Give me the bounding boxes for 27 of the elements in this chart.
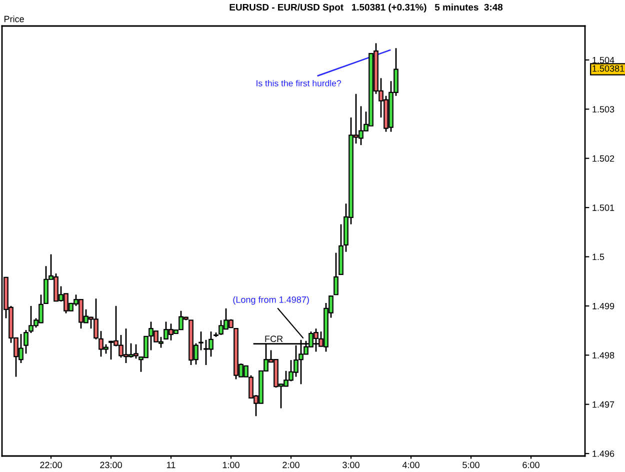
y-tick-label: 1.501 <box>592 204 614 211</box>
candlestick <box>24 329 28 354</box>
y-tick-label: 1.498 <box>592 352 614 358</box>
y-tick-label: 1.5 <box>592 254 604 260</box>
series-label: FCR <box>265 336 283 342</box>
y-tick-label: 1.496 <box>592 450 614 457</box>
y-tick-label: 1.503 <box>592 106 614 113</box>
x-tick-label: 6:00 <box>522 462 540 468</box>
y-tick-label: 1.497 <box>592 401 614 408</box>
annotation: (Long from 1.4987) <box>233 296 309 305</box>
y-tick-label: 1.502 <box>592 155 614 162</box>
candlestick <box>198 330 204 351</box>
x-tick-label: 4:00 <box>402 462 420 468</box>
chart-subtitle: Price <box>4 16 24 22</box>
y-tick-label: 1.499 <box>592 302 614 310</box>
candlestick <box>334 252 338 296</box>
annotation: Is this the first hurdle? <box>256 80 342 86</box>
x-tick-label: 1:00 <box>222 462 240 468</box>
x-tick-label: 2:00 <box>282 462 300 468</box>
x-tick-label: 22:00 <box>40 462 62 468</box>
x-tick-label: 5:00 <box>462 462 480 468</box>
y-tick-label: 1.504 <box>592 56 614 64</box>
x-tick-label: 23:00 <box>100 462 122 468</box>
chart-title: EURUSD - EUR/USD Spot 1.50381 (+0.31%) 5 minutes 3:48 <box>230 4 503 12</box>
x-tick-label: 3:00 <box>342 462 360 468</box>
text: 1.50381 <box>592 65 624 72</box>
x-tick-label: 11 <box>167 462 176 468</box>
